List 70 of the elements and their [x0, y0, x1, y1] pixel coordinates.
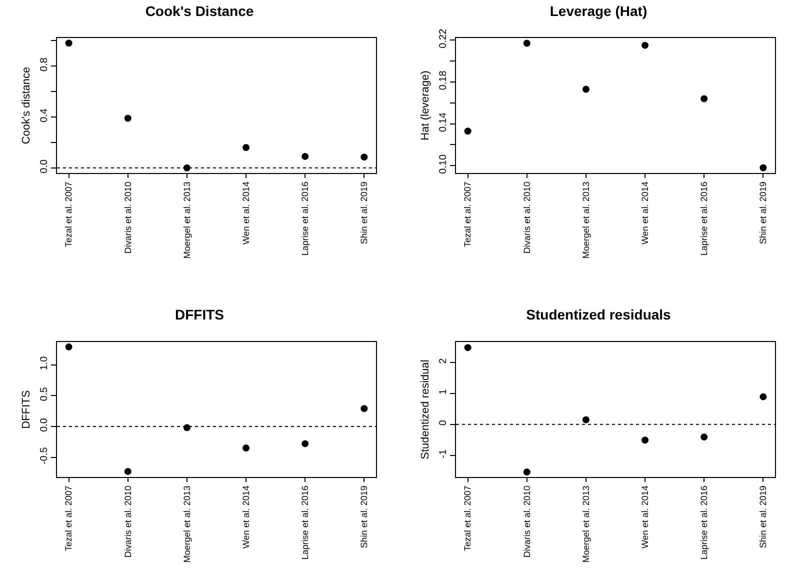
point — [642, 436, 649, 444]
y-tick-label: 1 — [438, 388, 449, 395]
x-tick-label: Wen et al. 2014 — [240, 486, 251, 548]
chart-title: DFFITS — [175, 306, 224, 322]
x-tick-label: Tezal et al. 2007 — [64, 182, 74, 248]
x-tick-label: Tezal et al. 2007 — [64, 486, 74, 552]
y-tick-label: 0.10 — [438, 154, 449, 174]
x-tick-label: Divaris et al. 2010 — [122, 486, 133, 558]
y-tick-label: 0.8 — [39, 57, 50, 72]
x-tick-label: Wen et al. 2014 — [640, 486, 650, 548]
x-tick-label: Wen et al. 2014 — [640, 182, 650, 244]
point — [523, 40, 530, 47]
point — [302, 440, 309, 448]
y-tick-label: 0.18 — [438, 70, 449, 90]
point — [523, 468, 530, 476]
point — [242, 444, 250, 452]
x-tick-label: Shin et al. 2019 — [359, 486, 370, 548]
point — [760, 393, 767, 400]
y-axis-title: Hat (leverage) — [420, 70, 432, 140]
y-tick-label: 0.14 — [438, 112, 449, 132]
point — [582, 86, 590, 93]
point — [464, 344, 472, 352]
x-tick-label: Laprise et al. 2016 — [300, 182, 310, 256]
x-tick-label: Shin et al. 2019 — [359, 182, 370, 244]
x-tick-label: Wen et al. 2014 — [240, 182, 251, 244]
x-tick-label: Tezal et al. 2007 — [462, 486, 473, 552]
y-tick-label: -0.5 — [39, 446, 50, 464]
point — [700, 434, 708, 441]
point — [124, 114, 132, 122]
point — [582, 416, 590, 424]
x-tick-label: Shin et al. 2019 — [758, 486, 768, 548]
x-tick-label: Moergel et al. 2013 — [580, 486, 591, 563]
chart-title: Studentized residuals — [526, 306, 672, 322]
point — [242, 144, 250, 152]
point — [360, 154, 368, 161]
y-tick-label: 0.0 — [39, 418, 50, 432]
x-tick-label: Moergel et al. 2013 — [182, 486, 192, 563]
point — [464, 128, 472, 135]
x-tick-label: Divaris et al. 2010 — [522, 182, 532, 254]
y-tick-label: 0.22 — [438, 28, 449, 48]
chart-title: Leverage (Hat) — [550, 2, 648, 19]
point — [302, 152, 309, 160]
y-axis-title: Studentized residual — [420, 360, 432, 460]
point — [65, 40, 72, 47]
x-tick-label: Laprise et al. 2016 — [300, 486, 310, 560]
y-tick-label: 1.0 — [39, 356, 50, 370]
x-tick-label: Laprise et al. 2016 — [699, 486, 710, 560]
x-tick-label: Divaris et al. 2010 — [122, 182, 133, 254]
point — [360, 405, 368, 412]
y-axis-title: DFFITS — [20, 390, 33, 429]
point — [183, 424, 190, 432]
y-tick-label: 0.4 — [39, 108, 50, 122]
y-tick-label: 0.0 — [39, 159, 50, 174]
y-axis-title: Cook's distance — [20, 66, 33, 144]
y-tick-label: 2 — [438, 358, 449, 364]
x-tick-label: Shin et al. 2019 — [758, 182, 768, 244]
x-tick-label: Laprise et al. 2016 — [699, 182, 710, 256]
x-tick-label: Tezal et al. 2007 — [462, 182, 473, 248]
point — [642, 42, 649, 49]
y-tick-label: 0 — [438, 420, 449, 426]
point — [760, 164, 767, 172]
x-tick-label: Moergel et al. 2013 — [580, 182, 591, 259]
x-tick-label: Divaris et al. 2010 — [522, 486, 532, 558]
chart-title: Cook's Distance — [145, 2, 254, 19]
point — [124, 468, 132, 475]
y-tick-label: 0.5 — [39, 386, 50, 402]
point — [65, 343, 72, 350]
y-tick-label: -1 — [438, 448, 449, 458]
x-tick-label: Moergel et al. 2013 — [182, 182, 192, 259]
point — [700, 95, 708, 102]
